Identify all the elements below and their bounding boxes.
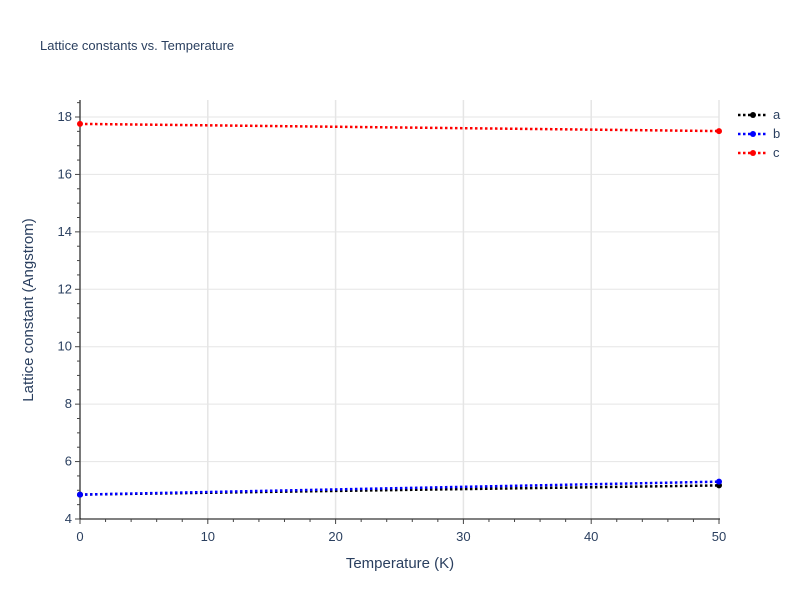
y-tick-label: 8 <box>65 396 72 411</box>
y-tick-label: 4 <box>65 511 72 526</box>
y-tick-label: 16 <box>58 166 72 181</box>
data-point-c <box>716 128 722 135</box>
data-point-b <box>77 491 83 498</box>
x-tick-label: 20 <box>328 529 342 544</box>
legend-marker-a <box>750 112 756 118</box>
x-tick-label: 0 <box>76 529 83 544</box>
x-tick-label: 30 <box>456 529 470 544</box>
series-line-b <box>79 480 720 496</box>
legend[interactable]: abc <box>738 107 781 160</box>
legend-label-c: c <box>773 145 780 160</box>
data-point-b <box>716 478 722 485</box>
legend-marker-c <box>750 150 756 156</box>
x-tick-label: 10 <box>201 529 215 544</box>
y-tick-label: 14 <box>58 224 72 239</box>
grid <box>79 100 720 520</box>
x-tick-label: 50 <box>712 529 726 544</box>
data-point-c <box>77 120 83 127</box>
axes: 0 10 20 30 40 50 4 6 8 10 12 14 16 18 <box>58 100 726 544</box>
chart-title: Lattice constants vs. Temperature <box>40 38 234 53</box>
y-tick-label: 6 <box>65 454 72 469</box>
x-axis-label: Temperature (K) <box>346 555 454 572</box>
x-tick-label: 40 <box>584 529 598 544</box>
y-tick-label: 18 <box>58 109 72 124</box>
series-line-c <box>79 122 720 133</box>
series-group <box>77 120 722 498</box>
y-tick-label: 10 <box>58 339 72 354</box>
legend-marker-b <box>750 131 756 137</box>
legend-label-b: b <box>773 126 780 141</box>
y-axis-label: Lattice constant (Angstrom) <box>20 218 37 401</box>
y-tick-label: 12 <box>58 281 72 296</box>
legend-label-a: a <box>773 107 781 122</box>
